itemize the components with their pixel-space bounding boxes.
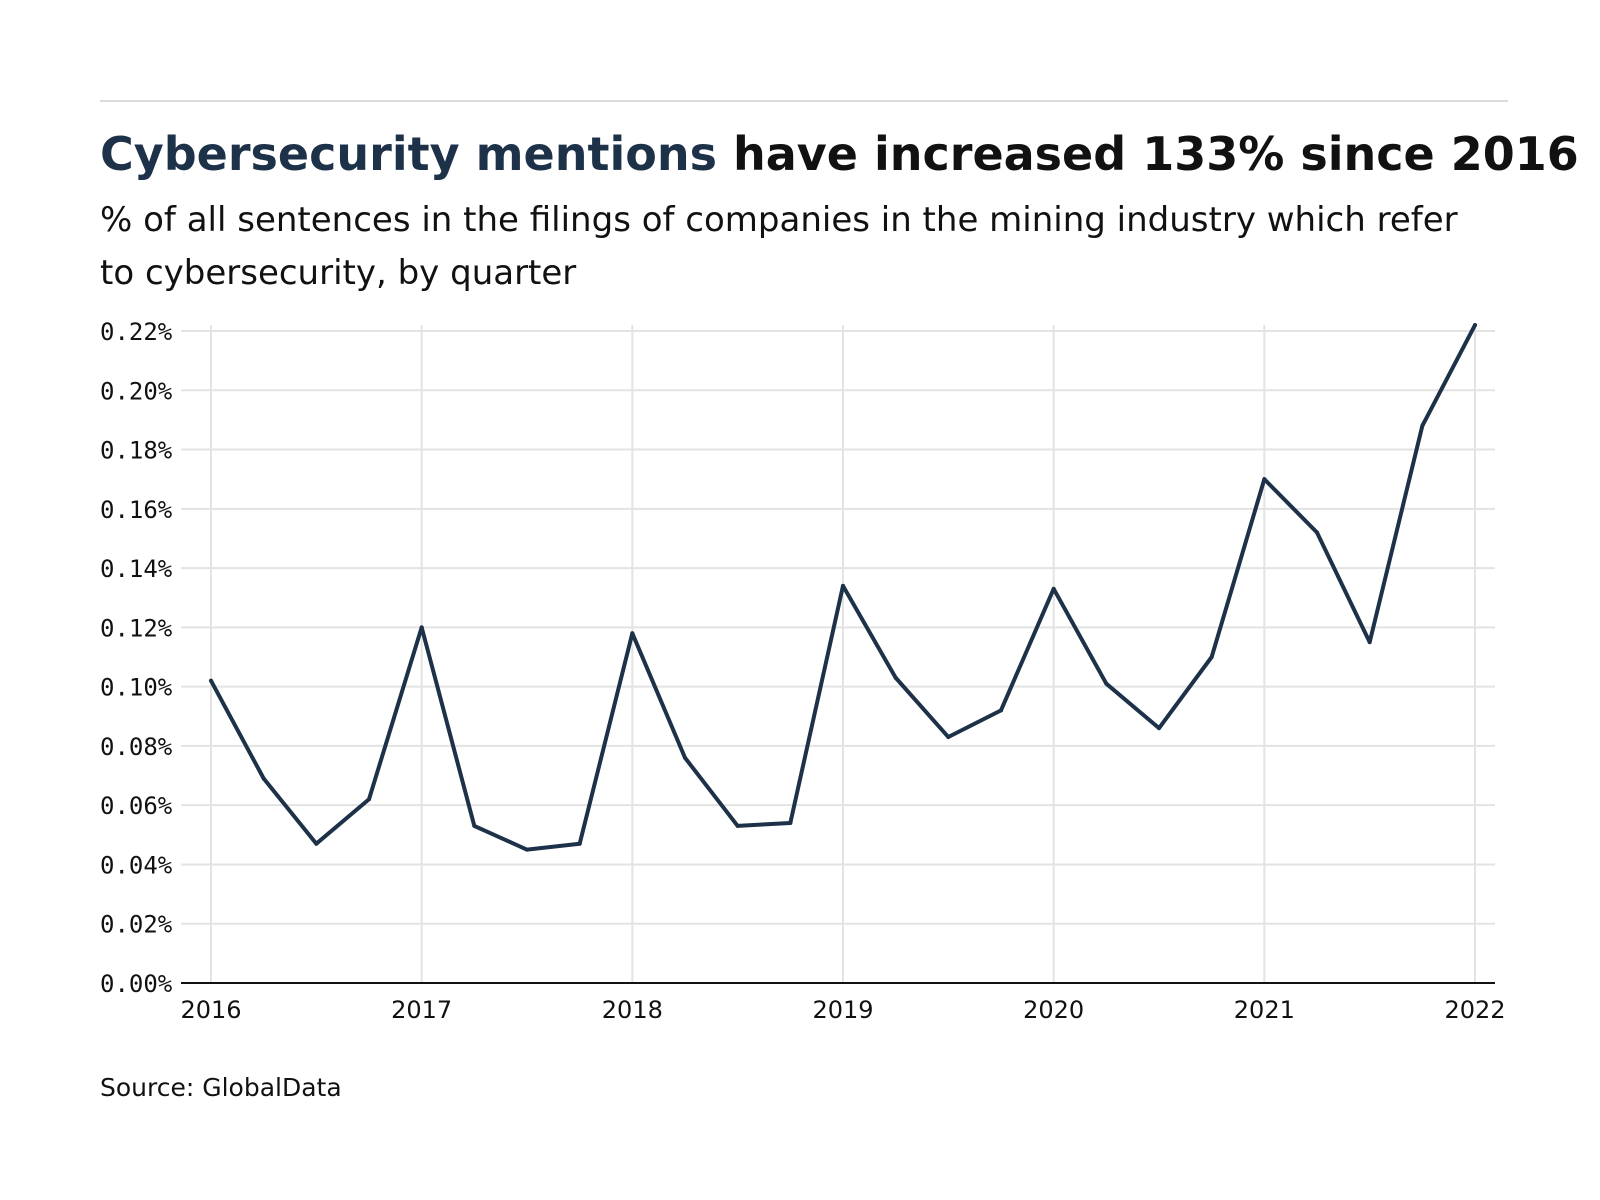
y-tick-label: 0.14% [100,555,173,583]
data-point [1157,726,1161,731]
series-lines [209,323,1477,852]
title-highlight: Cybersecurity mentions [100,127,717,181]
data-point [525,847,529,852]
y-tick-labels: 0.00% 0.02% 0.04% 0.06% 0.08% 0.10% 0.12% 0.14%… [100,318,173,998]
data-point [1209,655,1214,659]
grid-lines [181,325,1495,983]
data-point [1315,530,1319,535]
data-point [735,823,740,828]
x-tick-label: 2022 [1444,996,1505,1024]
chart-subtitle: % of all sentences in the filings of com… [100,200,1458,293]
data-point [1262,477,1267,482]
x-tick-label: 2019 [812,996,873,1024]
data-point [999,708,1003,713]
x-tick-label: 2020 [1023,996,1084,1024]
chart-title: Cybersecurity mentions have increased 13… [100,123,1579,185]
data-point [1051,586,1056,591]
y-tick-label: 0.22% [100,318,173,346]
title-rest: have increased 133% since 2016 [716,127,1579,181]
y-tick-label: 0.16% [100,496,173,524]
y-tick-label: 0.06% [100,792,173,820]
data-point [1367,640,1372,645]
x-tick-label: 2017 [391,996,452,1024]
data-point [209,678,213,683]
y-tick-label: 0.00% [100,970,173,998]
y-tick-label: 0.12% [100,614,173,642]
data-point [1473,323,1477,328]
data-point [577,841,582,846]
data-point [1420,423,1425,428]
y-tick-label: 0.08% [100,733,173,761]
y-tick-label: 0.20% [100,377,173,405]
data-point [1104,681,1109,686]
data-point [630,631,635,636]
data-point [419,625,424,630]
x-tick-label: 2016 [180,996,241,1024]
line-chart: 0.00% 0.02% 0.04% 0.06% 0.08% 0.10% 0.12% 0.14%… [100,318,1506,1024]
data-point [472,823,477,828]
y-tick-label: 0.02% [100,911,173,939]
top-divider [100,100,1508,102]
x-tick-labels: 2016 2017 2018 2019 2020 2021 2022 [180,996,1505,1024]
x-tick-label: 2021 [1234,996,1295,1024]
x-tick-label: 2018 [602,996,663,1024]
source-note: Source: GlobalData [100,1073,342,1102]
y-tick-label: 0.18% [100,437,173,465]
data-point [946,735,951,740]
data-point [841,583,845,588]
data-point [261,776,266,781]
data-point [683,755,687,760]
data-point [893,675,898,680]
y-tick-label: 0.04% [100,851,173,879]
y-tick-label: 0.10% [100,674,173,702]
data-point [788,820,793,825]
data-point [314,841,319,846]
data-point [367,797,371,802]
